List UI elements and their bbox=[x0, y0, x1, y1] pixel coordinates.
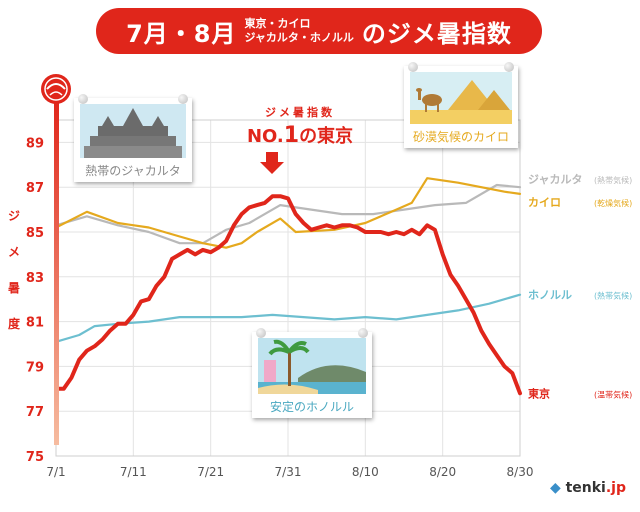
honolulu-caption: 安定のホノルル bbox=[269, 400, 354, 414]
x-tick-label: 8/30 bbox=[507, 465, 534, 479]
y-tick-label: 85 bbox=[26, 226, 44, 241]
title-cities: 東京・カイロ ジャカルタ・ホノルル bbox=[244, 17, 353, 45]
temple-icon bbox=[80, 104, 186, 158]
annotation-no1: ジメ暑指数 NO.1の東京 bbox=[247, 105, 353, 174]
cairo-card: 砂漠気候のカイロ bbox=[404, 62, 518, 148]
logo-name: tenki bbox=[565, 480, 606, 496]
logo-suffix: .jp bbox=[605, 480, 626, 496]
y-tick-label: 79 bbox=[26, 360, 44, 375]
legend-climate: (熱帯気候) bbox=[594, 291, 632, 301]
pushpin-icon bbox=[358, 328, 368, 338]
legend-climate: (温帯気候) bbox=[594, 389, 632, 399]
x-tick-label: 8/10 bbox=[352, 465, 379, 479]
title-index: のジメ暑指数 bbox=[361, 19, 512, 48]
annotation-sub: ジメ暑指数 bbox=[265, 105, 335, 119]
pushpin-icon bbox=[256, 328, 266, 338]
y-axis-label: ジメ暑度 bbox=[8, 209, 21, 331]
svg-text:ジメ暑度: ジメ暑度 bbox=[8, 209, 21, 331]
x-tick-label: 7/11 bbox=[120, 465, 147, 479]
legend-name: カイロ bbox=[528, 196, 561, 209]
pushpin-icon bbox=[408, 62, 418, 72]
title-banner: 7月・8月 東京・カイロ ジャカルタ・ホノルル のジメ暑指数 bbox=[96, 8, 542, 54]
series-lines bbox=[54, 177, 522, 396]
legend: ジャカルタ (熱帯気候) カイロ (乾燥気候) ホノルル (熱帯気候) 東京 (温帯気候) bbox=[528, 173, 632, 400]
y-tick-label: 87 bbox=[26, 181, 44, 196]
pushpin-icon bbox=[78, 94, 88, 104]
legend-name: ジャカルタ bbox=[528, 173, 582, 186]
series-line-0 bbox=[54, 183, 522, 245]
pushpin-icon bbox=[178, 94, 188, 104]
tick-labels: 75 77 79 81 83 85 87 89 7/1 7/11 7/21 7/31 8/10 8/20 8… bbox=[26, 136, 534, 479]
logo-icon: ◆ bbox=[549, 480, 561, 496]
series-line-1 bbox=[54, 177, 522, 249]
annotation-main: NO.1の東京 bbox=[247, 123, 353, 148]
x-tick-label: 7/1 bbox=[46, 465, 65, 479]
honolulu-card: 安定のホノルル bbox=[252, 328, 372, 418]
y-tick-label: 83 bbox=[26, 271, 44, 286]
cairo-caption: 砂漠気候のカイロ bbox=[412, 130, 509, 144]
y-tick-label: 81 bbox=[26, 316, 44, 331]
legend-name: 東京 bbox=[528, 386, 550, 400]
series-line-3 bbox=[54, 194, 522, 396]
jakarta-caption: 熱帯のジャカルタ bbox=[85, 164, 181, 178]
arrow-down-icon bbox=[260, 152, 284, 174]
legend-name: ホノルル bbox=[528, 289, 572, 302]
jakarta-card: 熱帯のジャカルタ bbox=[74, 94, 192, 182]
title-cities-line1: 東京・カイロ bbox=[244, 17, 311, 30]
x-tick-label: 7/21 bbox=[197, 465, 224, 479]
title-cities-line2: ジャカルタ・ホノルル bbox=[244, 31, 354, 44]
x-tick-label: 7/31 bbox=[275, 465, 302, 479]
palm-beach-icon bbox=[258, 338, 366, 394]
y-tick-label: 89 bbox=[26, 136, 44, 151]
legend-climate: (熱帯気候) bbox=[594, 175, 632, 185]
pyramid-camel-icon bbox=[410, 72, 512, 124]
y-tick-label: 77 bbox=[26, 405, 44, 420]
thermometer-icon bbox=[41, 74, 71, 445]
title-months: 7月・8月 bbox=[126, 19, 237, 48]
tenki-logo: ◆ tenki.jp bbox=[550, 480, 626, 496]
legend-climate: (乾燥気候) bbox=[594, 198, 632, 208]
y-tick-label: 75 bbox=[26, 450, 44, 465]
x-tick-label: 8/20 bbox=[429, 465, 456, 479]
pushpin-icon bbox=[504, 62, 514, 72]
series-line-2 bbox=[54, 293, 522, 343]
